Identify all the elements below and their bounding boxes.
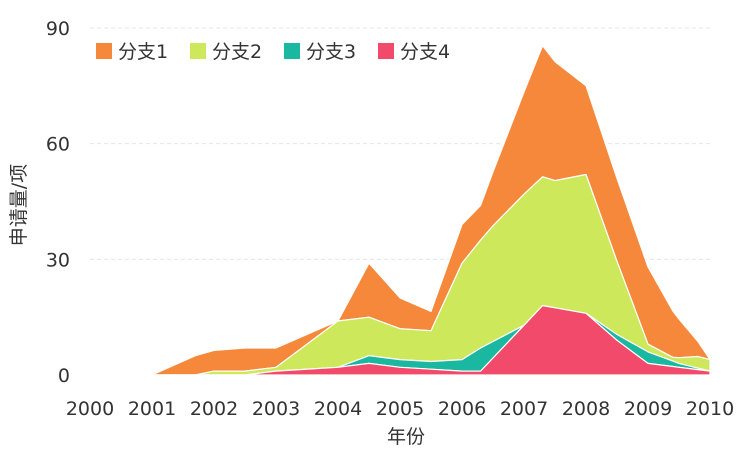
- legend-label-3: 分支3: [306, 41, 356, 63]
- x-tick-label: 2004: [314, 398, 362, 420]
- x-tick-label: 2000: [66, 398, 114, 420]
- x-axis-label: 年份: [387, 426, 425, 448]
- legend-swatch-1: [96, 43, 112, 59]
- x-tick-label: 2010: [686, 398, 734, 420]
- y-tick-label: 90: [46, 18, 70, 40]
- x-tick-label: 2008: [562, 398, 610, 420]
- area-series: [152, 46, 710, 375]
- y-axis-label: 申请量/项: [8, 164, 30, 246]
- x-tick-label: 2005: [376, 398, 424, 420]
- y-tick-label: 0: [58, 365, 70, 387]
- legend-label-1: 分支1: [118, 41, 168, 63]
- legend-swatch-4: [378, 43, 394, 59]
- x-tick-label: 2002: [190, 398, 238, 420]
- y-tick-label: 30: [46, 249, 70, 271]
- x-tick-label: 2001: [128, 398, 176, 420]
- legend-label-4: 分支4: [400, 41, 450, 63]
- x-tick-label: 2003: [252, 398, 300, 420]
- x-tick-label: 2007: [500, 398, 548, 420]
- legend-swatch-3: [284, 43, 300, 59]
- x-tick-label: 2009: [624, 398, 672, 420]
- legend: 分支1 分支2 分支3 分支4: [96, 41, 450, 63]
- legend-label-2: 分支2: [212, 41, 262, 63]
- legend-swatch-2: [190, 43, 206, 59]
- y-tick-label: 60: [46, 134, 70, 156]
- x-tick-label: 2006: [438, 398, 486, 420]
